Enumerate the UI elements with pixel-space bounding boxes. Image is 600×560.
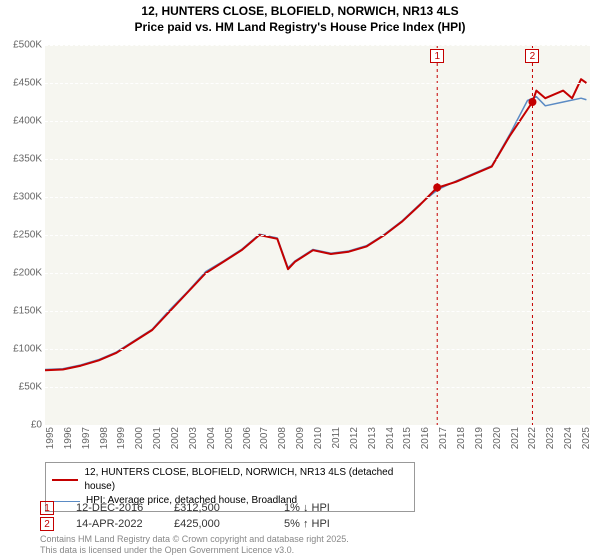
y-tick-label: £150K bbox=[13, 306, 42, 317]
y-tick-label: £50K bbox=[19, 382, 42, 393]
x-tick-label: 1998 bbox=[99, 427, 110, 449]
legend-label-property: 12, HUNTERS CLOSE, BLOFIELD, NORWICH, NR… bbox=[84, 466, 408, 494]
x-tick-label: 1995 bbox=[45, 427, 56, 449]
x-tick-label: 2001 bbox=[152, 427, 163, 449]
marker-row-1: 1 12-DEC-2016 £312,500 1% ↓ HPI bbox=[40, 500, 394, 516]
y-tick-label: £450K bbox=[13, 78, 42, 89]
gridline-h bbox=[45, 83, 590, 84]
x-tick-label: 2009 bbox=[295, 427, 306, 449]
y-tick-label: £250K bbox=[13, 230, 42, 241]
x-tick-label: 2025 bbox=[581, 427, 592, 449]
x-tick-label: 2004 bbox=[206, 427, 217, 449]
y-tick-label: £300K bbox=[13, 192, 42, 203]
x-tick-label: 2007 bbox=[259, 427, 270, 449]
legend-row-property: 12, HUNTERS CLOSE, BLOFIELD, NORWICH, NR… bbox=[52, 466, 408, 494]
title-line-2: Price paid vs. HM Land Registry's House … bbox=[0, 20, 600, 36]
x-tick-label: 2011 bbox=[331, 427, 342, 449]
gridline-h bbox=[45, 235, 590, 236]
chart-container: 12, HUNTERS CLOSE, BLOFIELD, NORWICH, NR… bbox=[0, 0, 600, 560]
x-tick-label: 2022 bbox=[527, 427, 538, 449]
gridline-h bbox=[45, 311, 590, 312]
title-block: 12, HUNTERS CLOSE, BLOFIELD, NORWICH, NR… bbox=[0, 0, 600, 37]
y-tick-label: £100K bbox=[13, 344, 42, 355]
x-tick-label: 2013 bbox=[367, 427, 378, 449]
gridline-h bbox=[45, 121, 590, 122]
marker-price-1: £312,500 bbox=[174, 502, 284, 514]
marker-price-2: £425,000 bbox=[174, 518, 284, 530]
gridline-h bbox=[45, 45, 590, 46]
x-tick-label: 2005 bbox=[224, 427, 235, 449]
footer: Contains HM Land Registry data © Crown c… bbox=[40, 534, 349, 556]
sale-dot bbox=[433, 184, 441, 192]
markers-table: 1 12-DEC-2016 £312,500 1% ↓ HPI 2 14-APR… bbox=[40, 500, 394, 532]
x-tick-label: 2019 bbox=[474, 427, 485, 449]
x-tick-label: 2021 bbox=[510, 427, 521, 449]
gridline-h bbox=[45, 159, 590, 160]
gridline-h bbox=[45, 273, 590, 274]
x-tick-label: 2000 bbox=[134, 427, 145, 449]
marker-box-1: 1 bbox=[40, 501, 54, 515]
sale-dot bbox=[528, 98, 536, 106]
x-tick-label: 1997 bbox=[81, 427, 92, 449]
footer-line-1: Contains HM Land Registry data © Crown c… bbox=[40, 534, 349, 545]
x-tick-label: 2003 bbox=[188, 427, 199, 449]
marker-delta-1: 1% ↓ HPI bbox=[284, 502, 394, 514]
plot-area: 12 bbox=[45, 45, 590, 425]
x-tick-label: 2018 bbox=[456, 427, 467, 449]
series-hpi bbox=[45, 97, 586, 370]
x-axis: 1995 1996 1997 1998 1999 2000 2001 2002 2003 2004… bbox=[45, 425, 590, 460]
y-tick-label: £200K bbox=[13, 268, 42, 279]
x-tick-label: 2012 bbox=[349, 427, 360, 449]
x-tick-label: 2010 bbox=[313, 427, 324, 449]
title-line-1: 12, HUNTERS CLOSE, BLOFIELD, NORWICH, NR… bbox=[0, 4, 600, 20]
y-tick-label: £500K bbox=[13, 40, 42, 51]
marker-date-2: 14-APR-2022 bbox=[54, 518, 174, 530]
series-property bbox=[45, 79, 586, 370]
x-tick-label: 1999 bbox=[116, 427, 127, 449]
x-tick-label: 1996 bbox=[63, 427, 74, 449]
x-tick-label: 2008 bbox=[277, 427, 288, 449]
x-tick-label: 2006 bbox=[242, 427, 253, 449]
x-tick-label: 2020 bbox=[492, 427, 503, 449]
x-tick-label: 2014 bbox=[385, 427, 396, 449]
gridline-h bbox=[45, 387, 590, 388]
legend-swatch-property bbox=[52, 479, 78, 481]
marker-row-2: 2 14-APR-2022 £425,000 5% ↑ HPI bbox=[40, 516, 394, 532]
y-tick-label: £400K bbox=[13, 116, 42, 127]
x-tick-label: 2015 bbox=[402, 427, 413, 449]
x-tick-label: 2002 bbox=[170, 427, 181, 449]
marker-delta-2: 5% ↑ HPI bbox=[284, 518, 394, 530]
chart-marker-flag: 1 bbox=[430, 49, 444, 63]
gridline-h bbox=[45, 349, 590, 350]
x-tick-label: 2023 bbox=[545, 427, 556, 449]
x-tick-label: 2017 bbox=[438, 427, 449, 449]
chart-marker-flag: 2 bbox=[525, 49, 539, 63]
marker-date-1: 12-DEC-2016 bbox=[54, 502, 174, 514]
gridline-h bbox=[45, 197, 590, 198]
x-tick-label: 2016 bbox=[420, 427, 431, 449]
y-axis: £0£50K£100K£150K£200K£250K£300K£350K£400… bbox=[0, 45, 45, 425]
x-tick-label: 2024 bbox=[563, 427, 574, 449]
y-tick-label: £0 bbox=[31, 420, 42, 431]
marker-box-2: 2 bbox=[40, 517, 54, 531]
footer-line-2: This data is licensed under the Open Gov… bbox=[40, 545, 349, 556]
y-tick-label: £350K bbox=[13, 154, 42, 165]
